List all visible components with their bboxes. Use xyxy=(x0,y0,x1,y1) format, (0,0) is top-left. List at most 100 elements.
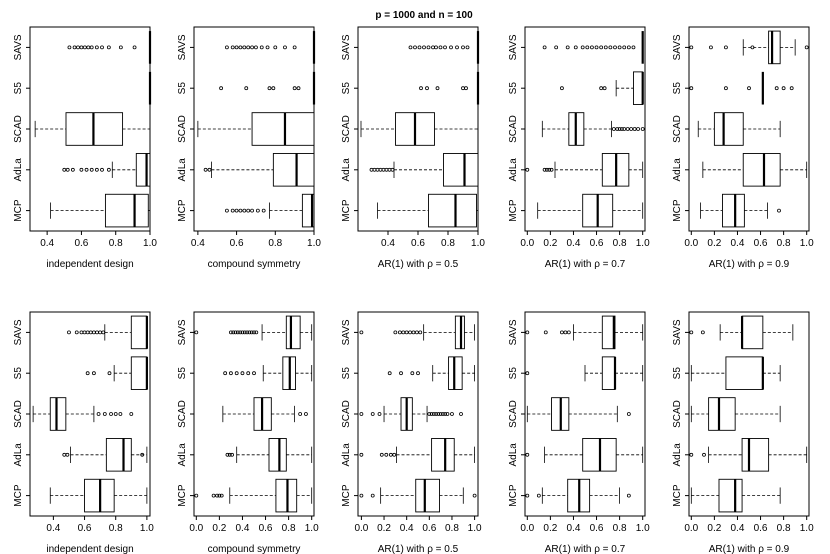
y-tick-label: AdLa xyxy=(341,443,352,467)
box-adla-outlier xyxy=(65,452,70,457)
x-tick-label: 0.6 xyxy=(230,238,244,249)
box-adla-body xyxy=(443,153,479,187)
box-adla-outlier xyxy=(94,167,99,172)
box-savs-outlier xyxy=(542,45,547,50)
y-tick-label: SAVS xyxy=(508,34,519,60)
x-tick-label: 1.0 xyxy=(471,238,485,249)
box-s5-outlier xyxy=(435,86,440,91)
box-scad-outlier xyxy=(96,412,101,416)
x-tick-label: 0.4 xyxy=(567,238,581,249)
box-adla-outlier xyxy=(525,452,530,457)
box-savs-outlier xyxy=(252,330,256,335)
box-scad-outlier xyxy=(304,412,308,416)
box-mcp-body xyxy=(415,478,440,513)
box-savs-outlier xyxy=(414,330,419,335)
box-savs-outlier xyxy=(613,45,617,50)
y-tick-label: SCAD xyxy=(672,115,683,143)
box-scad-outlier xyxy=(298,412,303,416)
box-mcp-outlier xyxy=(230,208,235,213)
box-scad-outlier xyxy=(640,127,645,131)
y-tick-label: SAVS xyxy=(508,319,519,345)
x-tick-label: 0.8 xyxy=(777,523,791,534)
box-savs-outlier xyxy=(709,45,713,50)
box-s5-outlier xyxy=(781,86,786,91)
box-scad-outlier xyxy=(377,412,382,416)
box-mcp-outlier xyxy=(472,493,477,498)
box-adla-outlier xyxy=(549,167,554,172)
box-savs-body xyxy=(741,315,764,350)
box-adla-outlier xyxy=(381,167,386,172)
box-savs-outlier xyxy=(283,45,287,50)
box-savs-outlier xyxy=(563,330,568,335)
y-tick-label: MCP xyxy=(13,199,24,222)
box-savs-outlier xyxy=(560,330,564,335)
x-tick-label: 0.4 xyxy=(40,238,54,249)
box-mcp-outlier xyxy=(246,208,251,213)
box-savs-outlier xyxy=(401,330,406,335)
box-mcp-outlier xyxy=(255,208,260,213)
box-savs-outlier xyxy=(234,45,239,50)
box-savs-outlier xyxy=(438,45,443,50)
box-savs-outlier xyxy=(404,330,409,335)
box-scad-outlier xyxy=(436,412,441,416)
box-adla-outlier xyxy=(100,167,104,172)
box-s5-outlier xyxy=(599,86,604,91)
y-tick-label: AdLa xyxy=(341,158,352,182)
box-savs-outlier xyxy=(231,330,236,335)
x-axis-label: compound symmetry xyxy=(208,544,301,554)
x-tick-label: 0.6 xyxy=(590,523,604,534)
x-tick-label: 0.4 xyxy=(236,523,250,534)
box-savs-outlier xyxy=(254,45,258,50)
box-mcp-outlier xyxy=(525,493,530,498)
y-tick-label: SCAD xyxy=(13,400,24,428)
box-s5-outlier xyxy=(229,371,233,376)
box-savs-outlier xyxy=(85,330,90,335)
x-tick-label: 1.0 xyxy=(143,238,157,249)
y-tick-label: S5 xyxy=(672,367,683,380)
box-adla-outlier xyxy=(378,167,383,172)
box-mcp-outlier xyxy=(217,493,222,498)
box-adla-body xyxy=(742,153,781,187)
box-savs-outlier xyxy=(233,330,238,335)
x-tick-label: 0.2 xyxy=(543,523,557,534)
x-tick-label: 0.6 xyxy=(754,523,768,534)
box-savs-outlier xyxy=(397,330,402,335)
box-adla-outlier xyxy=(62,452,67,457)
box-adla-body xyxy=(135,153,151,187)
box-adla-outlier xyxy=(525,167,530,172)
box-adla-outlier xyxy=(388,452,393,457)
box-savs-outlier xyxy=(573,45,578,50)
y-tick-label: SCAD xyxy=(177,115,188,143)
box-savs-outlier xyxy=(89,45,94,50)
box-savs-outlier xyxy=(413,45,417,50)
box-adla-outlier xyxy=(79,167,84,172)
box-scad-outlier xyxy=(450,412,454,416)
x-tick-label: 0.4 xyxy=(567,523,581,534)
y-tick-label: S5 xyxy=(341,367,352,380)
x-tick-label: 1.0 xyxy=(800,523,814,534)
box-savs-outlier xyxy=(230,45,235,50)
box-scad-body xyxy=(49,397,67,431)
y-tick-label: SAVS xyxy=(13,34,24,60)
box-s5-outlier xyxy=(789,86,794,91)
box-savs-outlier xyxy=(250,45,254,50)
x-tick-label: 0.0 xyxy=(684,523,698,534)
figure-title: p = 1000 and n = 100 xyxy=(375,10,473,21)
box-s5-outlier xyxy=(774,86,779,91)
x-tick-label: 0.8 xyxy=(268,238,282,249)
box-scad-outlier xyxy=(620,127,624,131)
y-tick-label: SAVS xyxy=(177,319,188,345)
box-savs-outlier xyxy=(91,330,96,335)
box-scad-body xyxy=(251,112,315,146)
box-savs-outlier xyxy=(95,330,99,335)
box-savs-outlier xyxy=(461,45,465,50)
box-savs-outlier xyxy=(194,330,199,335)
x-tick-label: 0.4 xyxy=(731,238,745,249)
box-s5-outlier xyxy=(271,86,276,91)
box-s5-outlier xyxy=(267,86,272,91)
box-scad-outlier xyxy=(429,412,434,416)
box-savs-outlier xyxy=(100,45,104,50)
box-savs-outlier xyxy=(525,330,530,335)
x-tick-label: 0.8 xyxy=(445,523,459,534)
